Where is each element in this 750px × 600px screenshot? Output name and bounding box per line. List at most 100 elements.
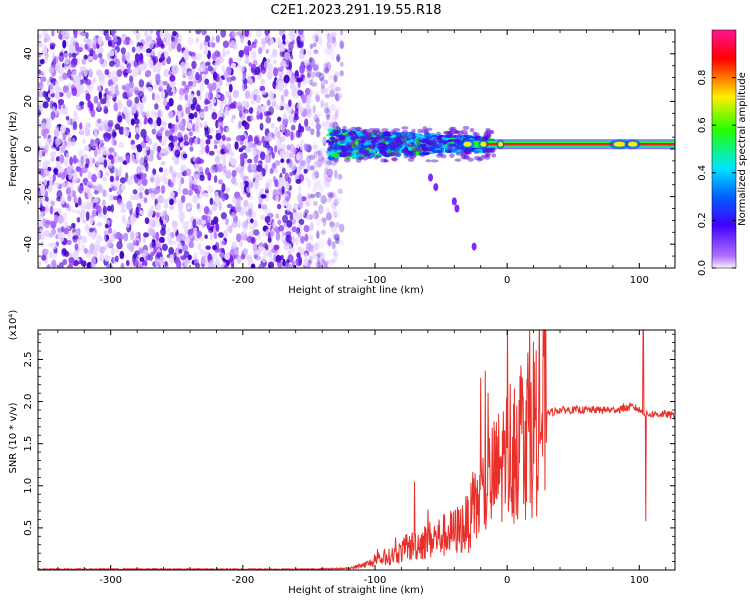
noise-cell <box>121 54 126 64</box>
noise-cell <box>192 96 198 106</box>
noise-cell <box>58 233 65 243</box>
noise-cell <box>306 154 312 164</box>
noise-cell <box>103 135 111 142</box>
noise-cell <box>267 261 275 268</box>
noise-cell <box>234 249 240 255</box>
noise-cell <box>275 231 281 241</box>
x-tick-label: -300 <box>99 575 122 586</box>
noise-cell <box>135 152 139 160</box>
noise-cell <box>56 189 63 200</box>
noise-cell <box>49 205 54 215</box>
noise-cell <box>113 233 120 239</box>
x-tick-label: 100 <box>630 275 649 286</box>
noise-cell <box>71 52 77 58</box>
noise-cell <box>319 179 324 187</box>
noise-cell <box>117 101 123 110</box>
noise-cell <box>85 158 90 167</box>
noise-cell <box>307 197 312 207</box>
noise-cell <box>252 50 256 58</box>
noise-cell <box>224 187 230 193</box>
noise-cell <box>333 228 339 238</box>
noise-cell <box>89 242 95 250</box>
snr-panel: -300 -200 -100 0 100 0.5 1.0 1.5 2.0 2.5 Height … <box>8 310 676 596</box>
noise-cell <box>312 42 317 48</box>
noise-cell <box>258 263 264 268</box>
noise-cell <box>232 89 239 98</box>
noise-cell <box>324 167 329 175</box>
noise-cell <box>337 173 343 180</box>
noise-cell <box>305 242 312 252</box>
noise-cell <box>261 44 266 51</box>
noise-cell <box>197 94 203 101</box>
noise-cell <box>281 185 285 195</box>
noise-cell <box>323 263 329 268</box>
noise-cell <box>142 149 148 157</box>
signal-halo-cell <box>381 128 389 132</box>
noise-cell <box>205 35 211 43</box>
noise-cell <box>313 33 319 42</box>
noise-cell <box>104 87 109 94</box>
noise-cell <box>316 254 321 265</box>
noise-cell <box>316 129 320 138</box>
noise-cell <box>214 195 221 205</box>
noise-cell <box>38 90 41 97</box>
noise-cell <box>177 131 183 138</box>
noise-cell <box>38 42 44 48</box>
noise-cell <box>309 90 315 95</box>
noise-cell <box>304 76 310 84</box>
snr-series-line <box>38 330 675 570</box>
noise-cell <box>143 154 148 164</box>
noise-cell <box>284 129 291 137</box>
noise-cell <box>219 57 225 64</box>
noise-cell <box>193 111 198 118</box>
noise-cell <box>314 61 320 68</box>
noise-cell <box>259 151 266 161</box>
noise-cell <box>79 184 84 192</box>
noise-cell <box>102 235 107 243</box>
noise-cell <box>101 73 106 82</box>
noise-cell <box>139 209 144 216</box>
noise-cell <box>39 203 44 212</box>
noise-cell <box>95 160 100 167</box>
noise-cell <box>288 31 292 37</box>
noise-cell <box>274 145 278 153</box>
noise-cell <box>243 108 249 114</box>
noise-cell <box>188 113 195 120</box>
noise-cell <box>152 168 156 175</box>
signal-halo-cell <box>401 129 409 135</box>
noise-cell <box>44 55 48 64</box>
noise-cell <box>189 146 194 152</box>
noise-cell <box>297 193 303 203</box>
noise-cell <box>153 247 157 254</box>
noise-cell <box>322 218 327 227</box>
noise-cell <box>299 160 306 167</box>
noise-cell <box>236 255 242 265</box>
noise-cell <box>310 76 315 82</box>
noise-cell <box>48 173 52 181</box>
noise-cell <box>168 97 174 107</box>
noise-cell <box>182 220 189 230</box>
noise-cell <box>115 175 120 181</box>
noise-cell <box>256 164 263 173</box>
noise-cell <box>313 170 319 178</box>
noise-cell <box>315 218 321 226</box>
noise-cell <box>80 31 87 37</box>
signal-halo-cell <box>370 152 375 157</box>
x-tick-label: -100 <box>364 275 387 286</box>
y-tick-label: 2.5 <box>23 352 34 368</box>
noise-cell <box>320 204 324 213</box>
noise-cell <box>110 247 115 256</box>
noise-cell <box>320 251 325 259</box>
noise-cell <box>323 171 328 178</box>
heatmap-y-axis-label: Frequency (Hz) <box>8 111 19 187</box>
noise-cell <box>276 203 282 210</box>
signal-halo-cell <box>473 136 478 140</box>
noise-cell <box>263 60 269 69</box>
noise-cell <box>62 104 66 109</box>
noise-cell <box>340 61 344 67</box>
noise-cell <box>318 185 325 193</box>
noise-cell <box>229 156 234 164</box>
noise-cell <box>160 43 165 49</box>
noise-cell <box>153 186 161 195</box>
noise-cell <box>296 103 303 110</box>
